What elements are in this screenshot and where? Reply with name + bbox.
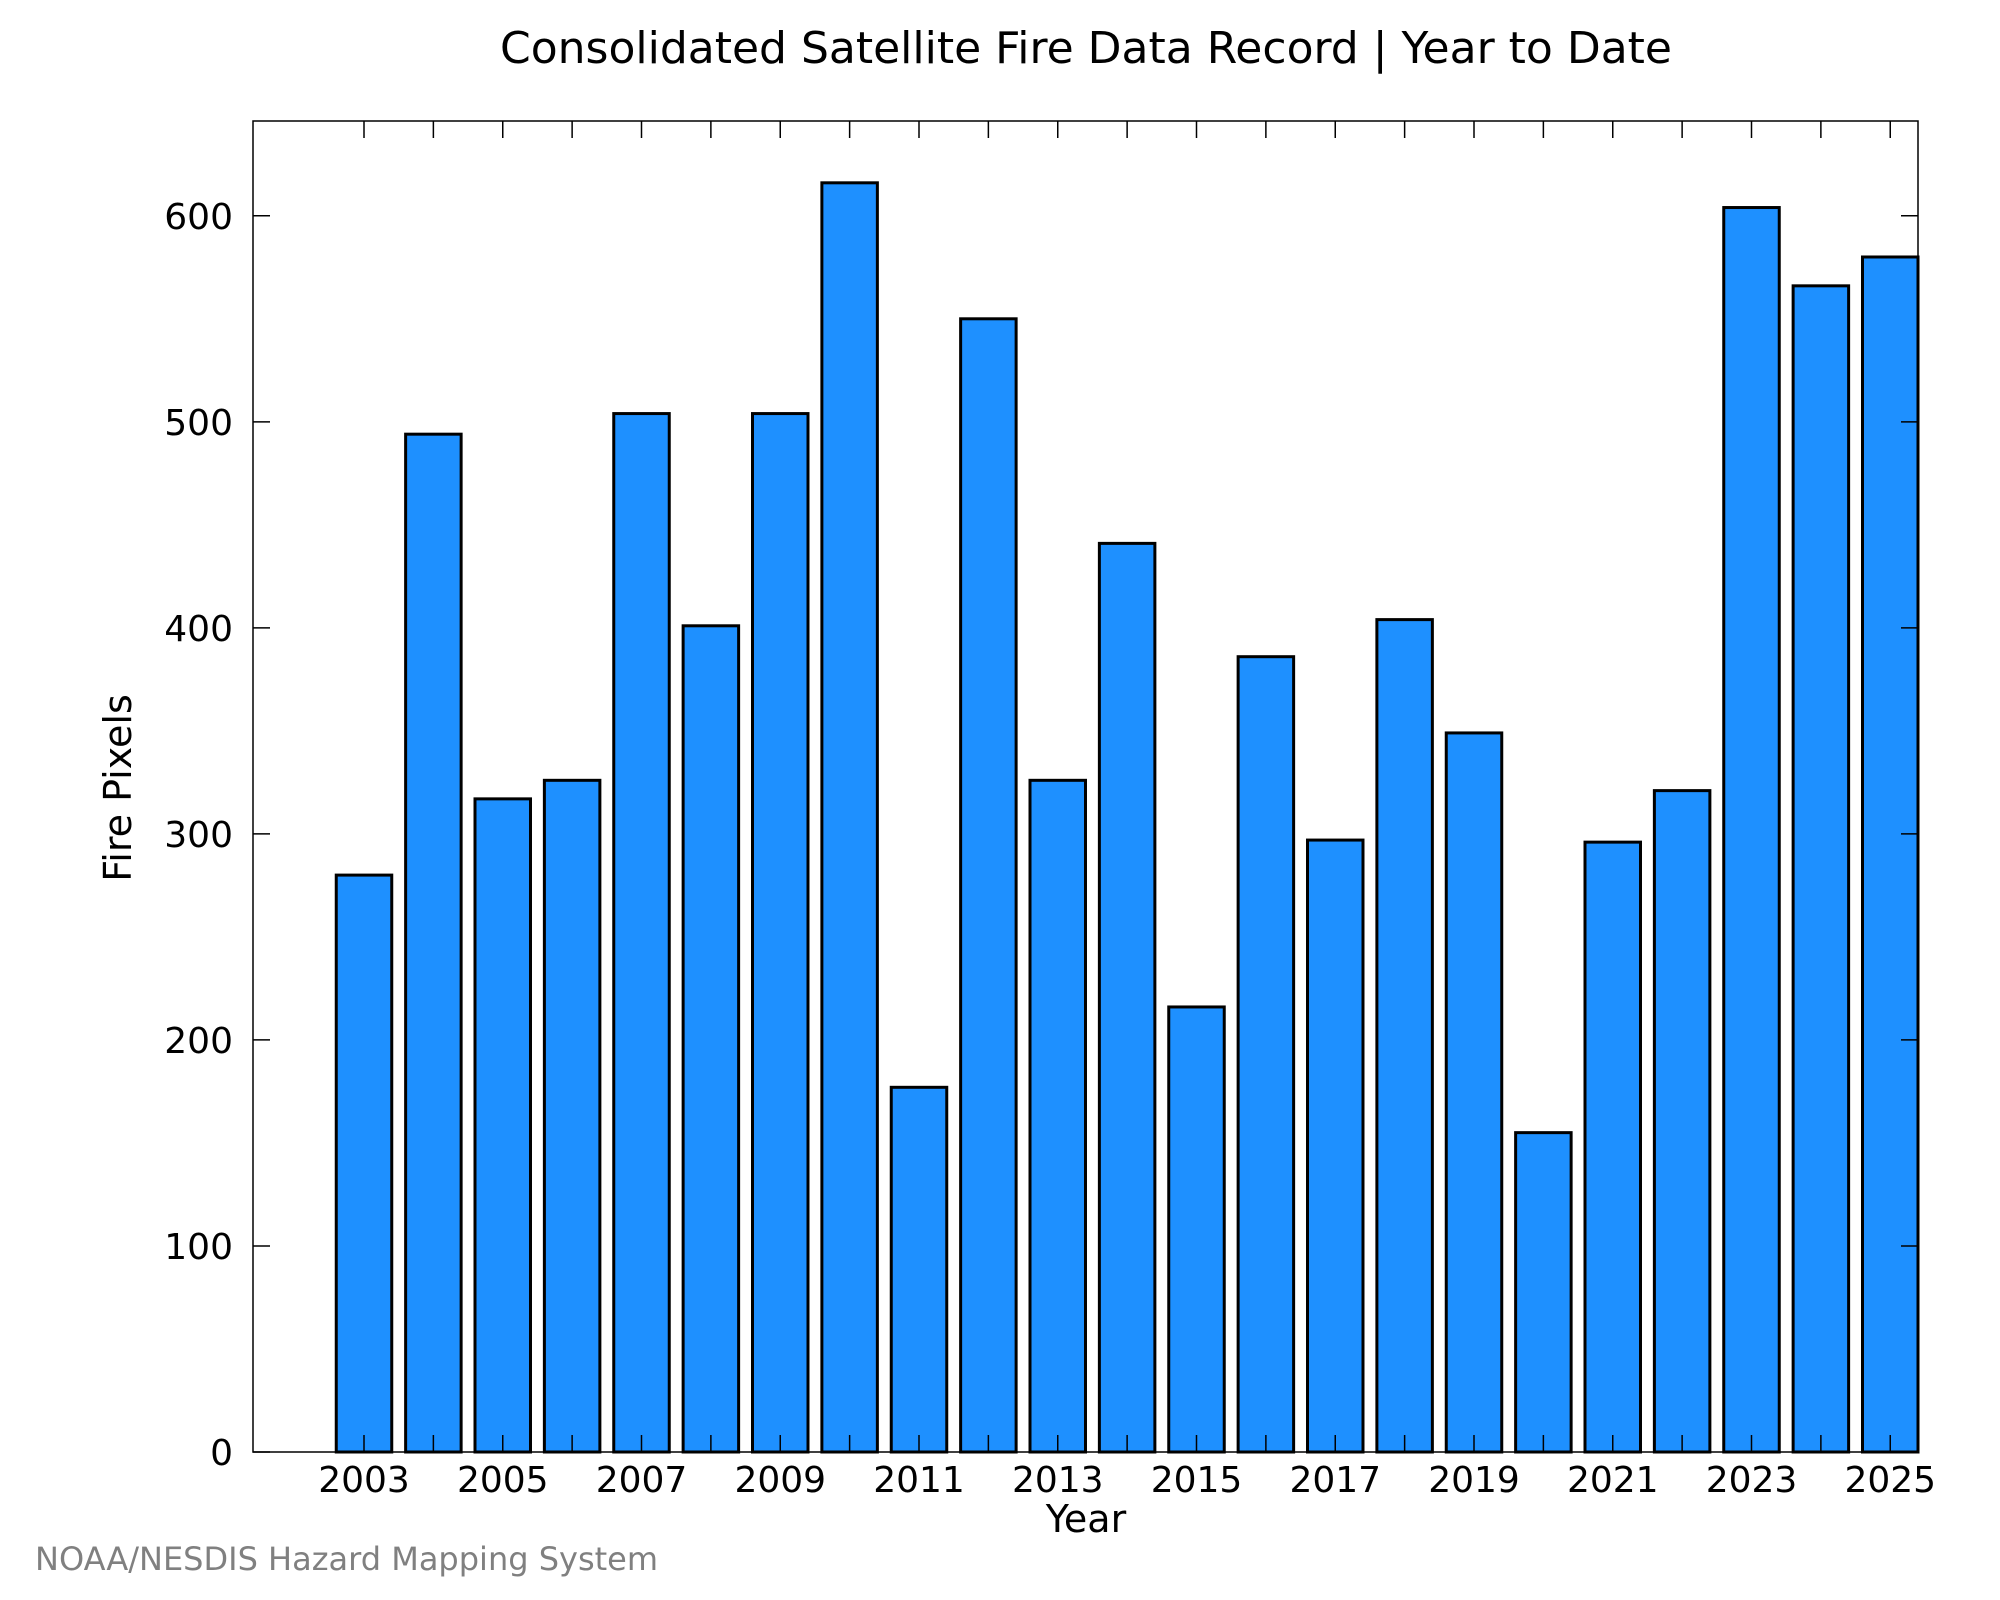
x-tick-label-2009: 2009 [734,1460,826,1501]
x-tick-label-2007: 2007 [596,1460,688,1501]
ticks-group [253,121,1918,1453]
x-tick-labels: 2003 2005 2007 2009 2011 2013 2015 2017 2019 2021… [318,1460,1936,1501]
bar-2025 [1861,255,1920,1454]
x-tick-label-2019: 2019 [1428,1460,1520,1501]
bar-2014 [1097,541,1157,1454]
x-tick-label-2011: 2011 [873,1460,965,1501]
x-tick-label-2003: 2003 [318,1460,410,1501]
bar-2023 [1722,206,1781,1454]
bars-group [334,181,1920,1454]
chart-title: Consolidated Satellite Fire Data Record … [500,23,1672,74]
bar-2008 [681,624,741,1454]
y-tick-label-200: 200 [164,1021,233,1062]
bar-2015 [1167,1005,1226,1454]
y-axis-label: Fire Pixels [96,694,140,882]
bar-2022 [1652,789,1712,1454]
x-axis-label: Year [1045,1497,1127,1541]
x-tick-label-2005: 2005 [457,1460,549,1501]
y-tick-label-600: 600 [164,197,233,238]
y-tick-labels: 0 100 200 300 400 500 600 [164,197,233,1474]
source-credit: NOAA/NESDIS Hazard Mapping System [35,1540,659,1578]
bar-2012 [959,317,1018,1454]
x-tick-label-2025: 2025 [1844,1460,1936,1501]
bar-2021 [1583,840,1642,1454]
bar-2004 [404,432,463,1454]
y-tick-label-400: 400 [164,609,233,650]
bar-2013 [1028,778,1087,1454]
bar-2003 [334,873,394,1454]
x-tick-label-2017: 2017 [1289,1460,1381,1501]
plot-frame [252,120,1919,1453]
bar-2019 [1444,731,1504,1454]
bar-2020 [1514,1131,1573,1454]
bar-2024 [1791,284,1851,1454]
bar-2011 [889,1085,949,1454]
bar-2010 [820,181,879,1454]
y-tick-label-500: 500 [164,403,233,444]
bar-2009 [751,412,810,1454]
bar-2017 [1306,838,1365,1454]
x-tick-label-2013: 2013 [1012,1460,1104,1501]
bar-2006 [542,778,602,1454]
y-tick-label-300: 300 [164,815,233,856]
x-tick-label-2015: 2015 [1151,1460,1243,1501]
y-tick-label-100: 100 [164,1227,233,1268]
bar-2007 [612,412,671,1454]
x-tick-label-2021: 2021 [1567,1460,1659,1501]
x-tick-label-2023: 2023 [1706,1460,1798,1501]
bar-2005 [473,797,532,1454]
y-tick-label-0: 0 [210,1433,233,1474]
bar-2016 [1236,655,1296,1454]
bar-2018 [1375,618,1434,1454]
